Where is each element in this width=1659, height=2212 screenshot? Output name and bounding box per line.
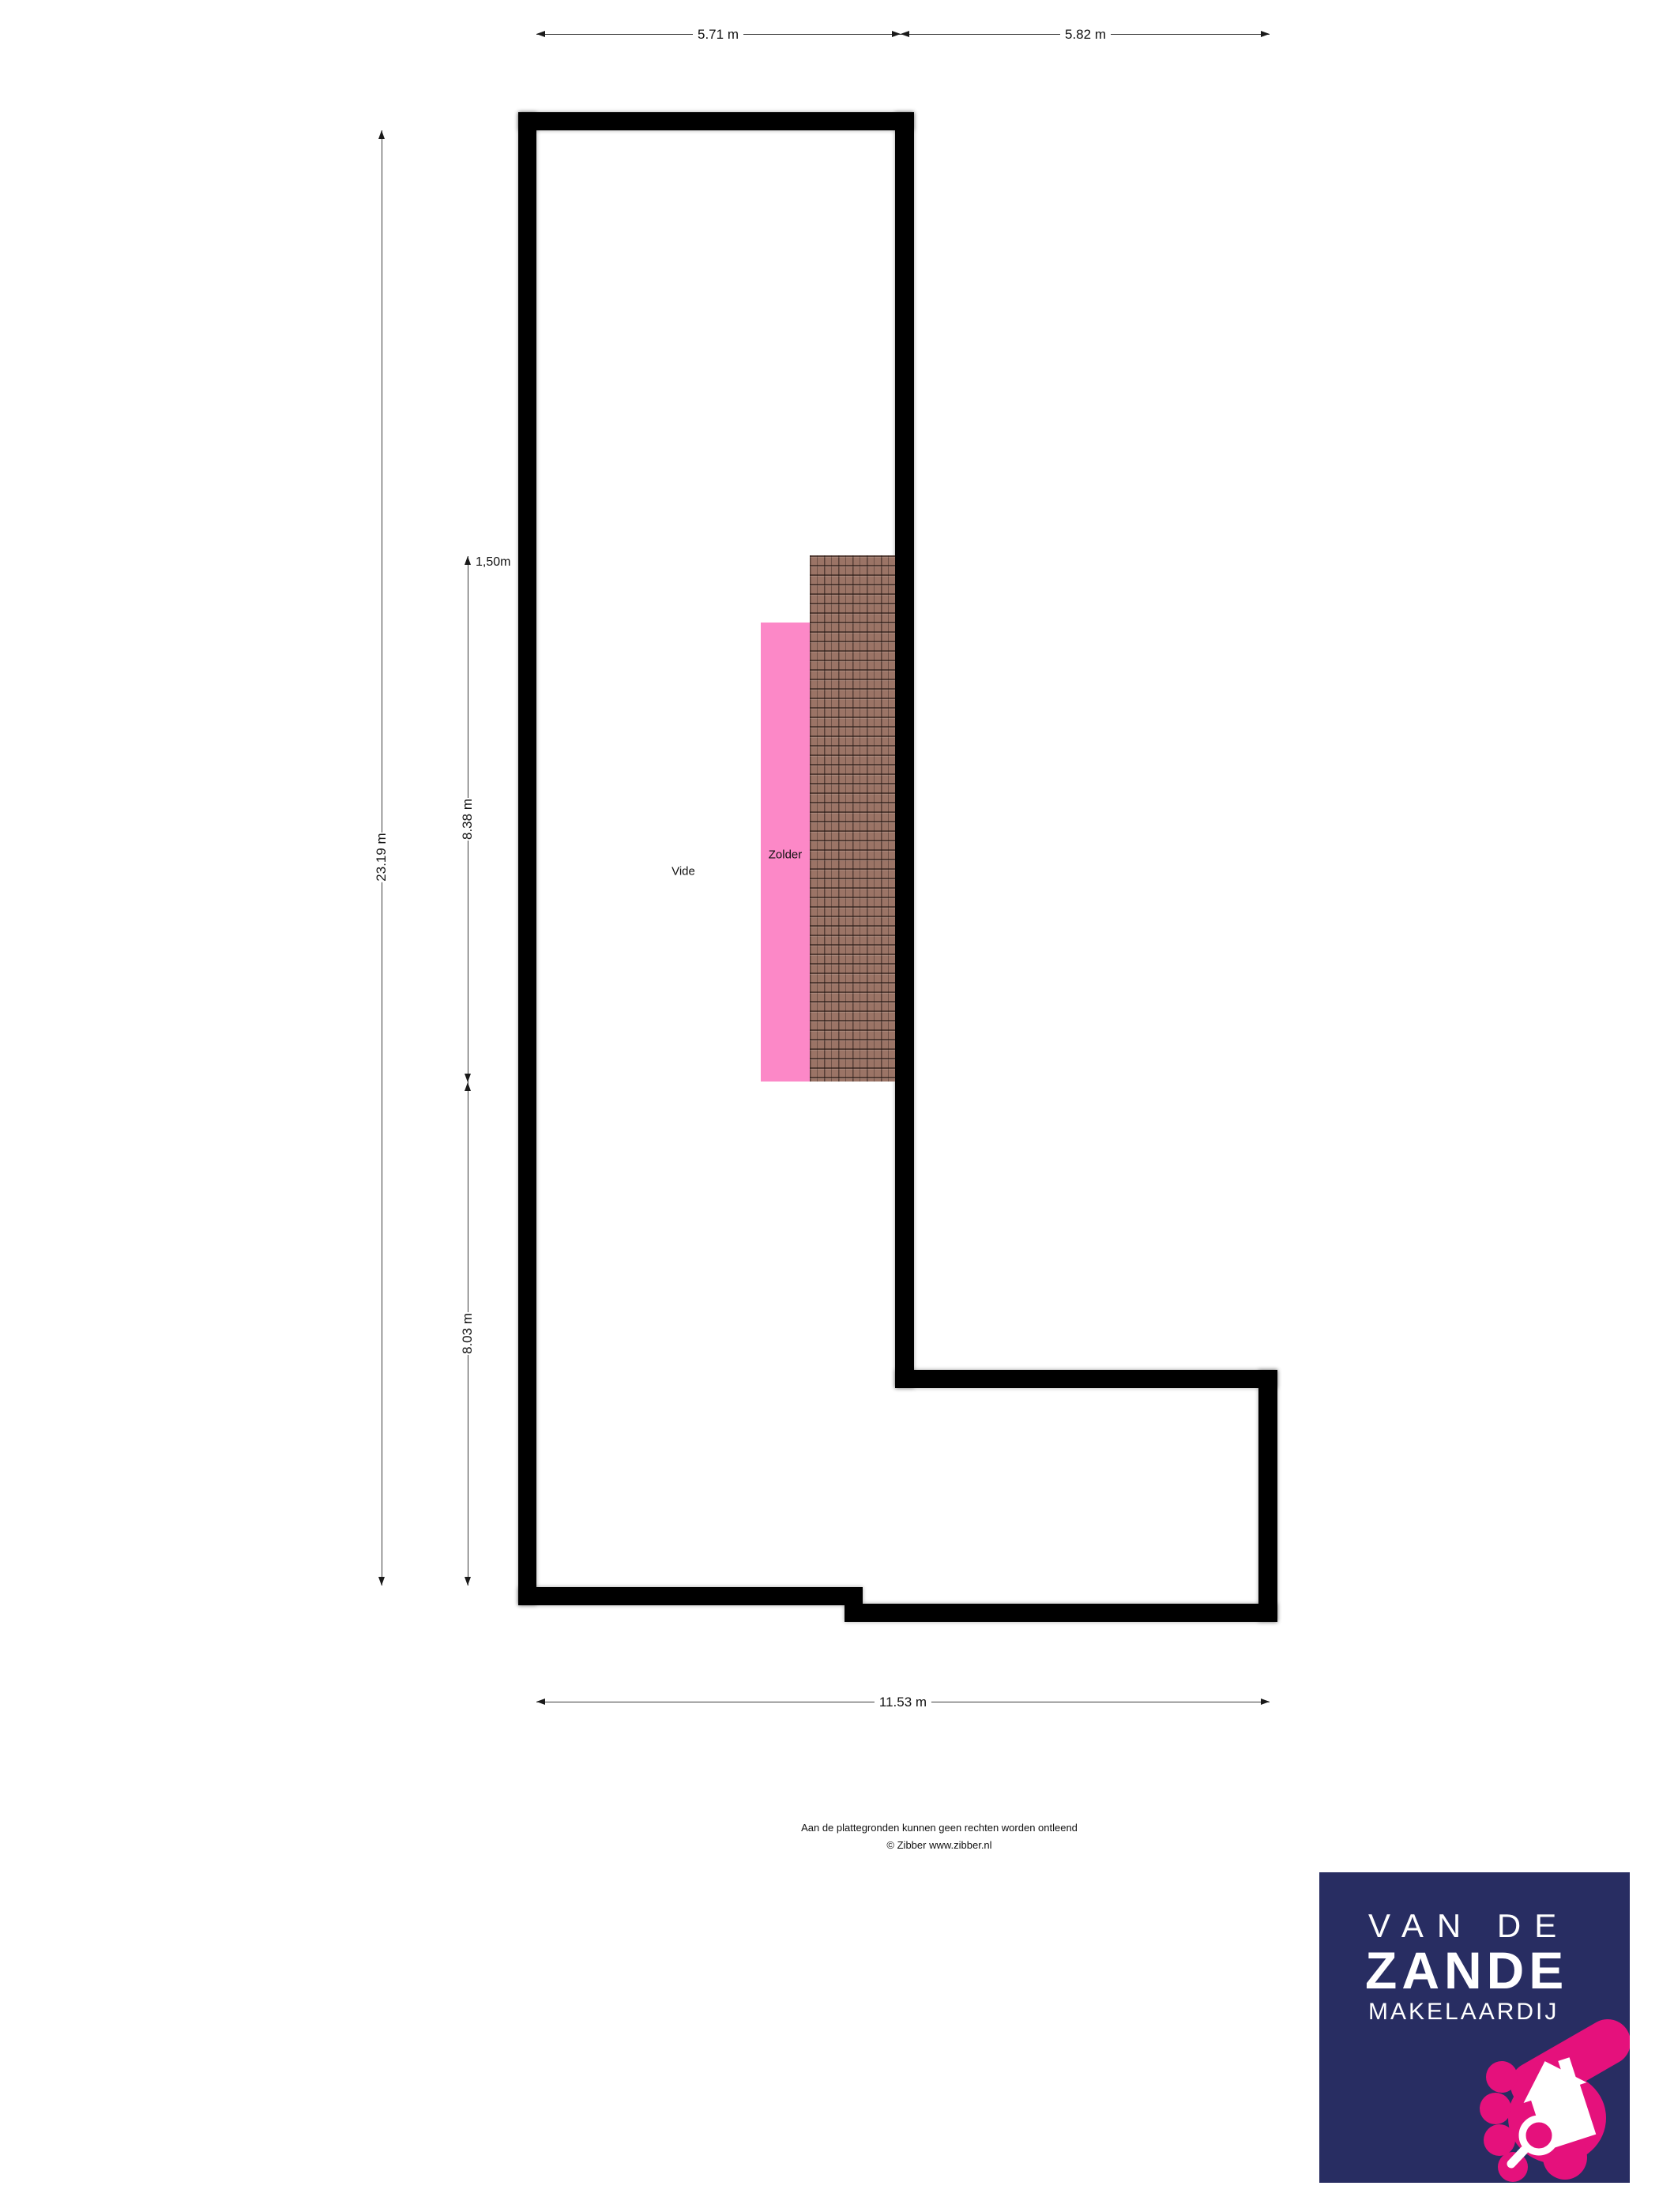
wall-left: [518, 112, 536, 1605]
wall-right-upper: [895, 112, 914, 1388]
arrowhead-up-icon: [465, 1082, 471, 1091]
headroom-marker-label: 1,50m: [476, 555, 511, 569]
logo-text-makelaardij: MAKELAARDIJ: [1368, 1999, 1559, 2025]
logo-text-zande: ZANDE: [1365, 1941, 1569, 1999]
wall-mid-horizontal: [895, 1370, 1277, 1388]
roof-tile-area: [810, 555, 895, 1082]
arrowhead-right-icon: [1261, 1698, 1270, 1705]
arrowhead-up-icon: [465, 556, 471, 565]
wall-right-lower: [1258, 1370, 1277, 1622]
arrowhead-left-icon: [901, 31, 909, 37]
arrowhead-left-icon: [536, 31, 545, 37]
arrowhead-down-icon: [465, 1577, 471, 1586]
arrowhead-right-icon: [1261, 31, 1270, 37]
footer: Aan de plattegronden kunnen geen rechten…: [623, 1819, 1255, 1854]
footer-disclaimer: Aan de plattegronden kunnen geen rechten…: [801, 1822, 1078, 1834]
arrowhead-down-icon: [378, 1577, 385, 1586]
arrowhead-up-icon: [378, 130, 385, 139]
dimension-label-inner-upper: 8.38 m: [456, 798, 480, 841]
footer-copyright: © Zibber www.zibber.nl: [886, 1839, 992, 1851]
logo-text-van-de: VAN DE: [1368, 1907, 1571, 1944]
wall-bottom-right: [845, 1604, 1277, 1622]
zolder-area: [761, 623, 810, 1082]
arrowhead-down-icon: [465, 1074, 471, 1082]
arrowhead-right-icon: [892, 31, 901, 37]
arrowhead-left-icon: [536, 1698, 545, 1705]
wall-top: [518, 112, 914, 130]
company-logo: VAN DE ZANDE MAKELAARDIJ: [1319, 1872, 1630, 2183]
dimension-label-bottom-total: 11.53 m: [874, 1695, 932, 1710]
wall-bottom-left: [518, 1587, 863, 1605]
room-label-zolder: Zolder: [768, 848, 803, 862]
dimension-label-top-left: 5.71 m: [693, 27, 743, 43]
dimension-label-inner-lower: 8.03 m: [456, 1312, 480, 1355]
dimension-label-top-right: 5.82 m: [1060, 27, 1111, 43]
house-magnifier-icon: [1480, 2019, 1630, 2182]
dimension-label-left-total: 23.19 m: [370, 832, 393, 882]
room-label-vide: Vide: [672, 864, 695, 878]
